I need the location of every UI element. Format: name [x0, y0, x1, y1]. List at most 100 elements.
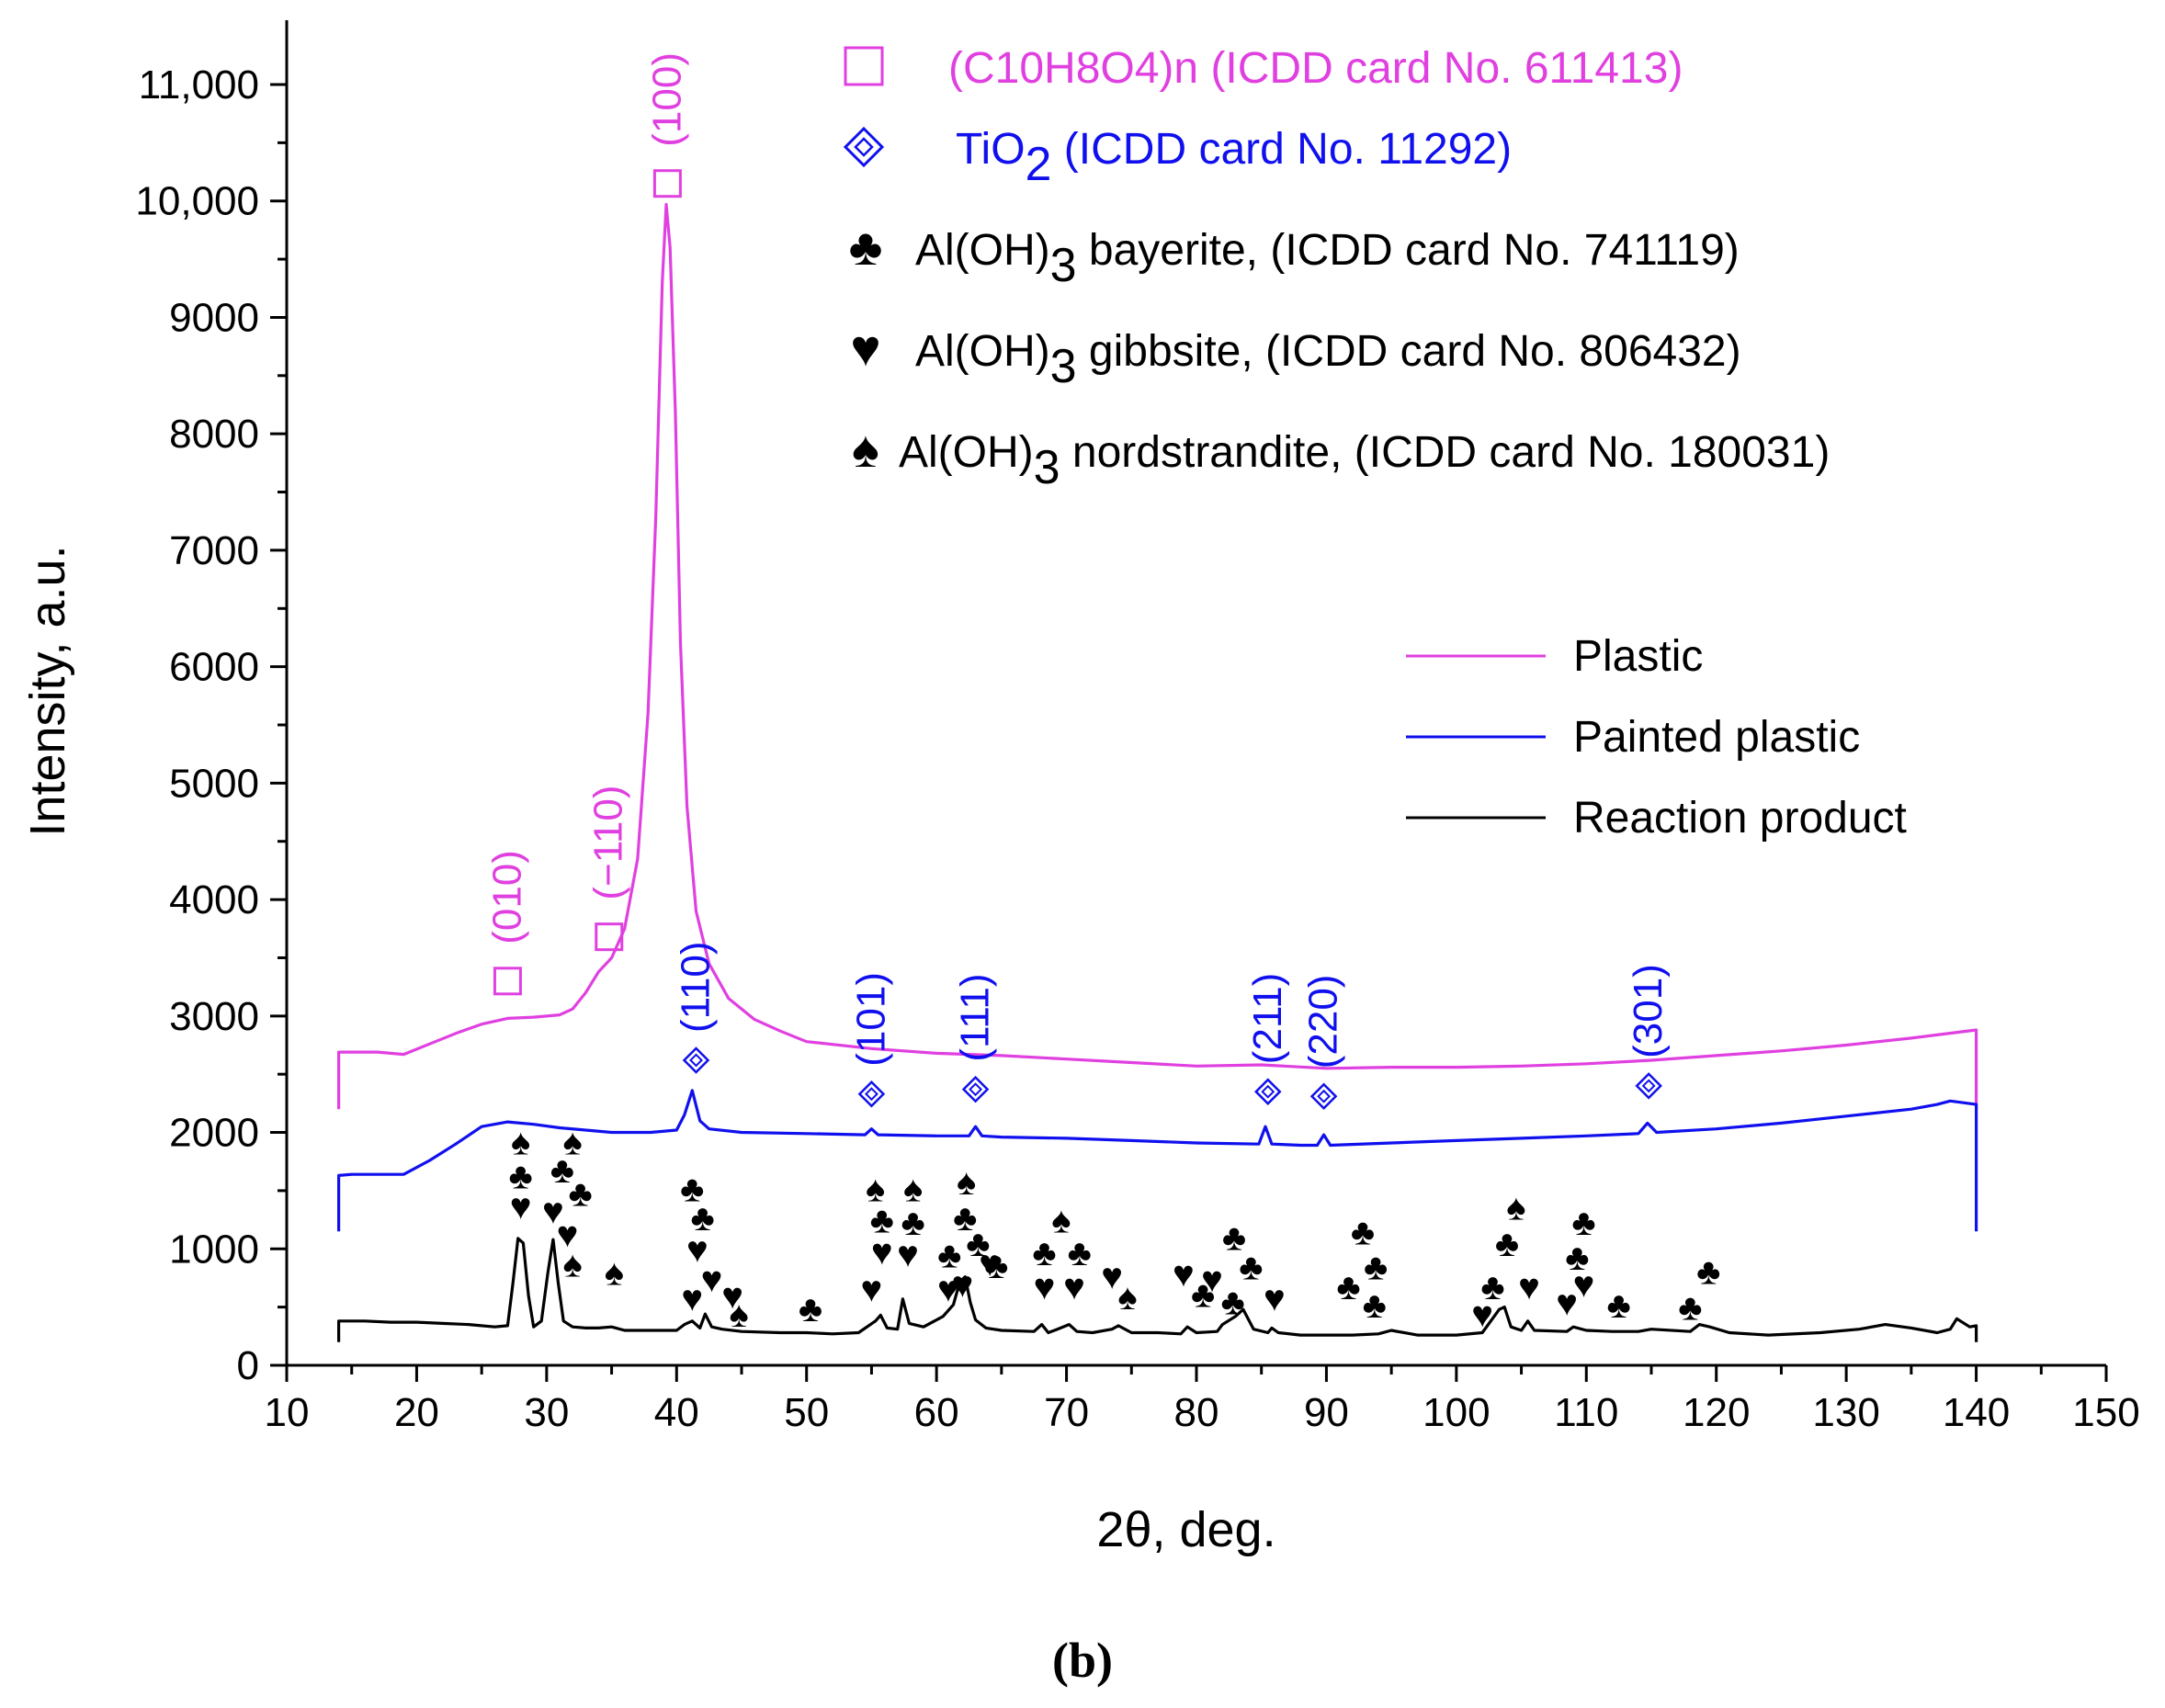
al-club-marker: ♣	[1607, 1285, 1631, 1326]
phase-legend-text-before: Al(OH)	[899, 428, 1034, 477]
phase-legend-text: Al(OH)3 nordstrandite, (ICDD card No. 18…	[899, 428, 1830, 494]
tio2-peak-marker	[961, 1075, 990, 1103]
plastic-peak-marker	[493, 967, 522, 996]
tio2-peak-label: (211)	[1245, 973, 1290, 1064]
phase-legend-spade-icon: ♠	[852, 420, 879, 478]
al-heart-marker: ♥	[1573, 1264, 1595, 1305]
x-tick-label: 120	[1683, 1390, 1750, 1435]
al-heart-marker: ♥	[721, 1276, 743, 1317]
al-spade-marker: ♠	[605, 1253, 624, 1294]
y-tick-label: 2000	[169, 1111, 259, 1156]
x-tick-label: 150	[2072, 1390, 2139, 1435]
al-heart-marker: ♥	[686, 1229, 708, 1270]
al-heart-marker: ♥	[681, 1278, 703, 1318]
phase-legend-text-after: (ICDD card No. 11292)	[1051, 125, 1512, 174]
tio2-peak-label: (110)	[674, 942, 719, 1033]
legend-label: Reaction product	[1573, 794, 1907, 843]
al-club-marker: ♣	[1068, 1233, 1092, 1273]
tio2-peak-marker-inner	[1317, 1089, 1332, 1103]
al-heart-marker: ♥	[1518, 1267, 1540, 1307]
al-club-marker: ♣	[1032, 1233, 1056, 1273]
x-tick-label: 30	[524, 1390, 569, 1435]
al-club-marker: ♣	[870, 1201, 894, 1241]
tio2-peak-marker	[1309, 1082, 1338, 1111]
phase-legend-square-icon	[844, 46, 884, 86]
plastic-peak-marker	[595, 922, 624, 952]
x-tick-label: 50	[784, 1390, 829, 1435]
annotations-group: (010) (−110) (100) (110) (101) (111) (211) (220…	[484, 52, 1720, 1335]
tio2-peak-marker-inner	[969, 1082, 982, 1097]
phase-legend-text: Al(OH)3 gibbsite, (ICDD card No. 806432)	[915, 327, 1741, 393]
al-club-marker: ♣	[1363, 1285, 1387, 1326]
al-club-marker: ♣	[680, 1169, 704, 1209]
al-club-marker: ♣	[1351, 1212, 1375, 1252]
x-tick-label: 60	[914, 1390, 959, 1435]
al-club-marker: ♣	[937, 1236, 961, 1276]
y-tick-label: 6000	[169, 645, 259, 690]
al-heart-marker: ♥	[1201, 1260, 1223, 1300]
al-heart-marker: ♥	[557, 1215, 579, 1255]
phase-legend: (C10H8O4)n (ICDD card No. 611413) TiO2 (I…	[843, 44, 1830, 494]
series-line-painted-plastic	[337, 1089, 1978, 1232]
al-club-marker: ♣	[984, 1246, 1008, 1286]
phase-legend-text-before: TiO	[956, 125, 1026, 174]
tio2-peak-marker-inner	[1641, 1079, 1656, 1093]
al-club-marker: ♣	[1364, 1247, 1388, 1287]
al-club-marker: ♣	[1336, 1267, 1360, 1307]
x-tick-label: 20	[394, 1390, 439, 1435]
al-heart-marker: ♥	[1556, 1284, 1578, 1324]
al-heart-marker: ♥	[1264, 1278, 1286, 1318]
y-tick-label: 11,000	[139, 62, 259, 107]
tio2-peak-label: (220)	[1301, 975, 1346, 1069]
phase-legend-heart-icon: ♥	[850, 319, 880, 377]
x-tick-label: 80	[1174, 1390, 1219, 1435]
al-club-marker: ♣	[1191, 1275, 1215, 1316]
al-spade-marker: ♠	[511, 1123, 530, 1163]
legend-label: Painted plastic	[1573, 713, 1860, 762]
y-tick-label: 9000	[169, 295, 259, 340]
al-club-marker: ♣	[1571, 1203, 1595, 1243]
x-tick-label: 40	[654, 1390, 699, 1435]
al-spade-marker: ♠	[1506, 1188, 1525, 1228]
al-spade-marker: ♠	[1051, 1201, 1071, 1241]
x-axis-label: 2θ, deg.	[1096, 1502, 1275, 1557]
al-spade-marker: ♠	[866, 1169, 885, 1209]
phase-legend-text-after: nordstrandite, (ICDD card No. 180031)	[1060, 428, 1831, 477]
phase-legend-subscript: 3	[1050, 340, 1077, 393]
phase-legend-text: Al(OH)3 bayerite, (ICDD card No. 741119)	[915, 226, 1740, 292]
phase-legend-text-after: bayerite, (ICDD card No. 741119)	[1077, 226, 1740, 275]
y-tick-label: 10,000	[135, 179, 259, 224]
x-tick-label: 110	[1554, 1390, 1618, 1435]
phase-legend-text: TiO2 (ICDD card No. 11292)	[956, 125, 1512, 191]
tio2-peak-marker	[682, 1046, 710, 1074]
plastic-peak-label: (100)	[644, 52, 689, 147]
phase-legend-subscript: 3	[1034, 441, 1060, 494]
phase-legend-subscript: 2	[1026, 138, 1052, 191]
al-heart-marker: ♥	[861, 1269, 883, 1309]
al-club-marker: ♣	[1220, 1282, 1244, 1322]
al-heart-marker: ♥	[542, 1191, 564, 1231]
tio2-peak-marker-inner	[865, 1087, 878, 1102]
al-club-marker: ♣	[1480, 1267, 1504, 1307]
series-legend: Plastic Painted plastic Reaction product	[1406, 632, 1907, 843]
plastic-peak-label: (010)	[484, 850, 529, 944]
al-club-marker: ♣	[569, 1173, 593, 1214]
y-tick-label: 3000	[169, 994, 259, 1039]
tio2-peak-marker	[1254, 1078, 1282, 1105]
x-tick-label: 100	[1423, 1390, 1490, 1435]
x-tick-label: 70	[1044, 1390, 1089, 1435]
al-spade-marker: ♠	[563, 1123, 583, 1163]
x-tick-label: 10	[265, 1390, 310, 1435]
x-tick-label: 140	[1943, 1390, 2010, 1435]
al-club-marker: ♣	[1565, 1238, 1589, 1278]
al-heart-marker: ♥	[979, 1243, 1001, 1284]
y-tick-label: 1000	[169, 1227, 259, 1272]
al-heart-marker: ♥	[937, 1269, 959, 1309]
y-tick-label: 8000	[169, 412, 259, 457]
al-spade-marker: ♠	[730, 1295, 749, 1335]
x-tick-label: 130	[1812, 1390, 1879, 1435]
al-club-marker: ♣	[1239, 1247, 1263, 1287]
phase-legend-text: (C10H8O4)n (ICDD card No. 611413)	[948, 44, 1683, 93]
al-club-marker: ♣	[1495, 1224, 1519, 1264]
